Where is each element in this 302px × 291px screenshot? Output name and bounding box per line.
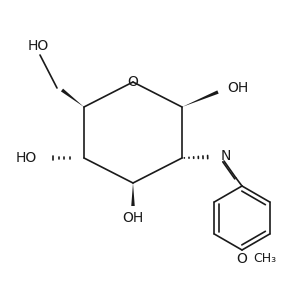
Polygon shape — [182, 91, 219, 107]
Text: CH₃: CH₃ — [253, 253, 276, 265]
Text: N: N — [221, 149, 231, 163]
Text: HO: HO — [27, 39, 49, 53]
Text: OH: OH — [227, 81, 248, 95]
Polygon shape — [131, 183, 135, 206]
Text: O: O — [127, 75, 138, 89]
Text: OH: OH — [122, 211, 144, 225]
Text: HO: HO — [16, 151, 37, 165]
Text: O: O — [236, 252, 247, 266]
Polygon shape — [61, 89, 84, 107]
